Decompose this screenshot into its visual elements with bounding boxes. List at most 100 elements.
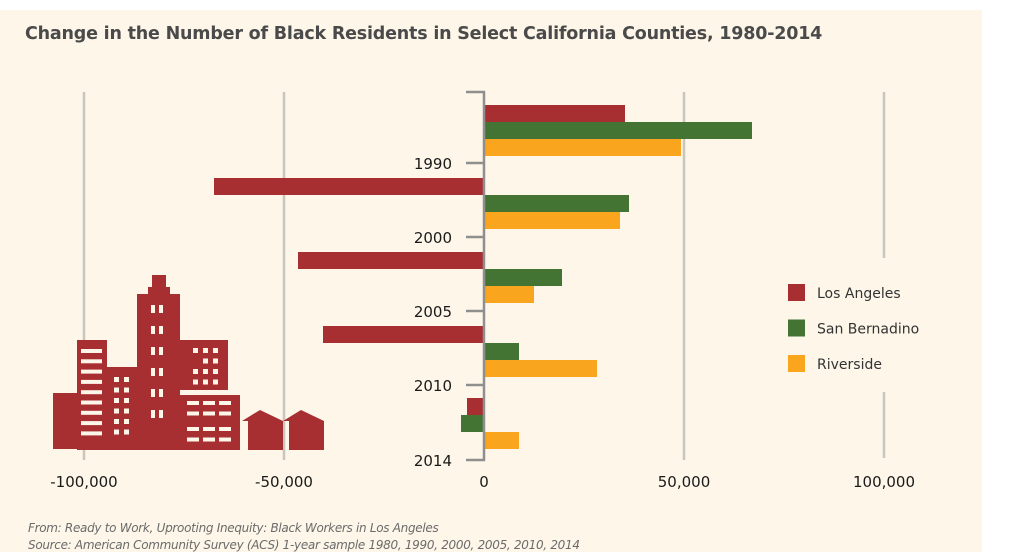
window [219, 437, 231, 442]
window [81, 359, 102, 364]
window [187, 411, 199, 416]
bar-riverside-2005-2010 [485, 360, 597, 377]
window [213, 358, 218, 364]
window [81, 369, 102, 374]
window [151, 326, 155, 334]
window [114, 429, 119, 435]
window [187, 437, 199, 442]
window [124, 419, 129, 424]
window [219, 411, 231, 416]
legend-swatch [788, 319, 805, 337]
window [114, 408, 119, 414]
bar-riverside-1980-1990 [485, 139, 681, 156]
legend-label: Los Angeles [817, 286, 901, 302]
window [203, 437, 215, 442]
bar-san-bernadino-1980-1990 [485, 122, 752, 139]
bar-san-bernadino-2010-2014 [461, 415, 484, 432]
window [203, 401, 215, 405]
bar-riverside-2010-2014 [485, 432, 519, 449]
window [81, 390, 102, 395]
window [159, 326, 163, 334]
window [203, 427, 215, 431]
chart-notes: From: Ready to Work, Uprooting Inequity:… [28, 520, 580, 554]
window [159, 389, 163, 397]
window [81, 410, 102, 415]
building [137, 294, 180, 450]
bar-los-angeles-1980-1990 [485, 105, 625, 122]
legend-swatch [788, 284, 805, 301]
window [219, 401, 231, 405]
window [151, 347, 155, 355]
y-tick-label: 2005 [414, 303, 452, 321]
window [203, 369, 208, 374]
house [283, 410, 324, 450]
window [151, 368, 155, 376]
from-note: From: Ready to Work, Uprooting Inequity:… [28, 521, 439, 535]
window [159, 347, 163, 355]
y-axis-line [466, 90, 486, 462]
source-note: Source: American Community Survey (ACS) … [28, 538, 580, 552]
window [114, 377, 119, 382]
window [124, 429, 129, 435]
bars [214, 105, 752, 449]
x-tick-label: -100,000 [50, 473, 117, 491]
x-tick-label: 50,000 [658, 473, 711, 491]
window [193, 369, 198, 374]
legend-label: San Bernadino [817, 322, 919, 338]
x-tick-label: 0 [479, 473, 489, 491]
window [81, 349, 102, 353]
bar-los-angeles-1990-2000 [214, 178, 484, 195]
window [203, 379, 208, 385]
window [159, 410, 163, 418]
city-buildings-illustration [53, 275, 324, 450]
window [124, 387, 129, 393]
window [81, 379, 102, 384]
x-tick-label: -50,000 [255, 473, 313, 491]
window [213, 348, 218, 353]
x-axis: -100,000 -50,000 0 50,000 100,000 [50, 473, 915, 491]
y-tick-label: 2010 [414, 377, 452, 395]
window [213, 379, 218, 385]
window [81, 421, 102, 426]
window [159, 305, 163, 313]
y-tick-label: 1990 [414, 155, 452, 173]
window [203, 358, 208, 364]
legend-swatch [788, 355, 805, 372]
bar-los-angeles-2005-2010 [323, 326, 484, 343]
bar-los-angeles-2000-2005 [298, 252, 484, 269]
window [81, 431, 102, 436]
window [114, 398, 119, 403]
window [187, 427, 199, 431]
window [193, 379, 198, 385]
house [242, 410, 283, 450]
window [187, 401, 199, 405]
window [114, 419, 119, 424]
window [151, 305, 155, 313]
legend-label: Riverside [817, 357, 882, 373]
window [81, 400, 102, 405]
window [219, 427, 231, 431]
window [203, 348, 208, 353]
x-tick-label: 100,000 [853, 473, 915, 491]
window [114, 387, 119, 393]
window [203, 411, 215, 416]
window [159, 368, 163, 376]
chart-title: Change in the Number of Black Residents … [25, 24, 823, 44]
bar-san-bernadino-2000-2005 [485, 269, 562, 286]
y-axis: 1990 2000 2005 2010 2014 [414, 90, 486, 470]
window [193, 348, 198, 353]
window [151, 389, 155, 397]
bar-los-angeles-2010-2014 [467, 398, 484, 415]
y-tick-label: 2000 [414, 229, 452, 247]
bar-riverside-2000-2005 [485, 286, 534, 303]
building [148, 287, 170, 297]
bar-riverside-1990-2000 [485, 212, 620, 229]
window [124, 398, 129, 403]
window [124, 408, 129, 414]
window [213, 369, 218, 374]
window [151, 410, 155, 418]
bar-san-bernadino-2005-2010 [485, 343, 519, 360]
y-tick-label: 2014 [414, 452, 452, 470]
window [124, 377, 129, 382]
